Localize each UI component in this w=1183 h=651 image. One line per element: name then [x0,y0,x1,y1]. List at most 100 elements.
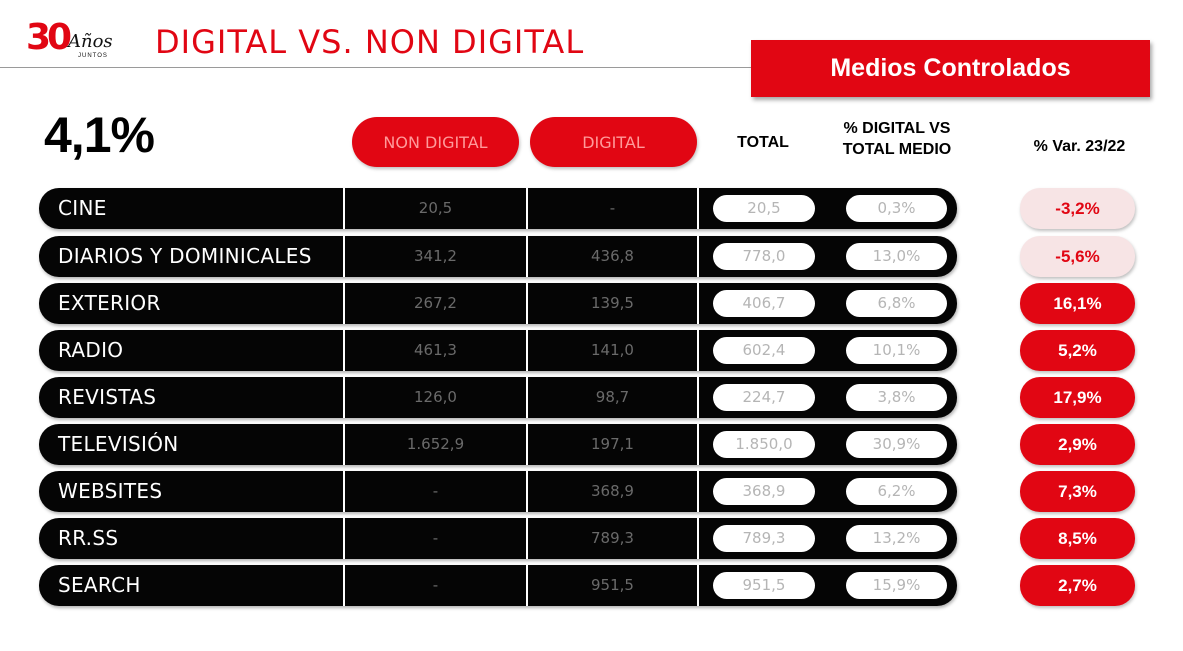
headline-percentage: 4,1% [44,107,155,163]
column-header-non-digital: NON DIGITAL [352,117,519,167]
cell-var: 7,3% [1020,471,1135,512]
cell-digital: 98,7 [595,388,630,406]
cell-non-digital: - [432,529,439,547]
column-separator [697,283,699,324]
cell-var: -3,2% [1020,188,1135,229]
column-separator [526,330,528,371]
column-separator [343,283,345,324]
column-header-var: % Var. 23/22 [1033,138,1126,155]
column-separator [697,424,699,465]
column-separator [343,236,345,277]
logo: 30 Años JUNTOS [26,18,126,64]
cell-total: 368,9 [713,478,815,505]
table-row: EXTERIOR 267,2 139,5 406,7 6,8% [39,283,957,324]
row-label: SEARCH [58,573,141,597]
column-separator [343,565,345,606]
page-title: DIGITAL VS. NON DIGITAL [155,23,585,61]
cell-non-digital: - [432,576,439,594]
cell-digital: 139,5 [591,294,634,312]
cell-pct-digital: 13,2% [846,525,947,552]
table-row: RR.SS - 789,3 789,3 13,2% [39,518,957,559]
column-separator [526,236,528,277]
column-separator [526,565,528,606]
column-separator [343,424,345,465]
cell-var: 5,2% [1020,330,1135,371]
cell-var: 16,1% [1020,283,1135,324]
table-row: DIARIOS Y DOMINICALES 341,2 436,8 778,0 13,0… [39,236,957,277]
cell-total: 789,3 [713,525,815,552]
cell-pct-digital: 15,9% [846,572,947,599]
cell-var: 17,9% [1020,377,1135,418]
column-separator [697,330,699,371]
row-label: WEBSITES [58,479,163,503]
row-label: RADIO [58,338,124,362]
cell-pct-digital: 6,2% [846,478,947,505]
table-row: SEARCH - 951,5 951,5 15,9% [39,565,957,606]
column-separator [526,518,528,559]
cell-non-digital: 20,5 [418,199,453,217]
cell-total: 1.850,0 [713,431,815,458]
cell-total: 602,4 [713,337,815,364]
cell-digital: - [609,199,616,217]
column-header-pct-digital-line2: TOTAL MEDIO [842,141,952,158]
column-separator [697,236,699,277]
column-separator [697,188,699,229]
table-row: REVISTAS 126,0 98,7 224,7 3,8% [39,377,957,418]
cell-pct-digital: 6,8% [846,290,947,317]
cell-non-digital: 1.652,9 [406,435,465,453]
row-label: CINE [58,196,107,220]
cell-total: 951,5 [713,572,815,599]
cell-digital: 436,8 [591,247,634,265]
table-row: CINE 20,5 - 20,5 0,3% [39,188,957,229]
logo-number: 30 [26,17,72,58]
cell-non-digital: 126,0 [414,388,457,406]
section-badge: Medios Controlados [751,40,1150,97]
column-header-total: TOTAL [737,134,789,151]
table-row: RADIO 461,3 141,0 602,4 10,1% [39,330,957,371]
cell-digital: 197,1 [591,435,634,453]
row-label: REVISTAS [58,385,157,409]
row-label: DIARIOS Y DOMINICALES [58,244,312,268]
column-separator [343,518,345,559]
cell-pct-digital: 30,9% [846,431,947,458]
column-separator [697,518,699,559]
column-separator [343,188,345,229]
cell-digital: 368,9 [591,482,634,500]
cell-pct-digital: 13,0% [846,243,947,270]
cell-var: 2,7% [1020,565,1135,606]
cell-digital: 141,0 [591,341,634,359]
column-header-pct-digital-line1: % DIGITAL VS [843,120,951,137]
column-separator [697,377,699,418]
cell-var: -5,6% [1020,236,1135,277]
column-separator [697,565,699,606]
table-row: WEBSITES - 368,9 368,9 6,2% [39,471,957,512]
column-separator [343,471,345,512]
row-label: TELEVISIÓN [58,432,179,456]
cell-total: 406,7 [713,290,815,317]
cell-total: 778,0 [713,243,815,270]
table-row: TELEVISIÓN 1.652,9 197,1 1.850,0 30,9% [39,424,957,465]
column-header-digital: DIGITAL [530,117,697,167]
row-label: EXTERIOR [58,291,161,315]
column-separator [526,471,528,512]
column-separator [526,424,528,465]
row-label: RR.SS [58,526,119,550]
cell-pct-digital: 10,1% [846,337,947,364]
logo-sub: JUNTOS [78,53,108,59]
column-separator [526,283,528,324]
cell-non-digital: - [432,482,439,500]
cell-non-digital: 341,2 [414,247,457,265]
cell-non-digital: 267,2 [414,294,457,312]
column-separator [697,471,699,512]
cell-digital: 951,5 [591,576,634,594]
column-separator [343,330,345,371]
cell-var: 8,5% [1020,518,1135,559]
cell-non-digital: 461,3 [414,341,457,359]
column-separator [526,377,528,418]
cell-digital: 789,3 [591,529,634,547]
cell-total: 20,5 [713,195,815,222]
title-divider [0,67,760,68]
column-separator [526,188,528,229]
logo-script: Años [68,31,113,52]
column-separator [343,377,345,418]
